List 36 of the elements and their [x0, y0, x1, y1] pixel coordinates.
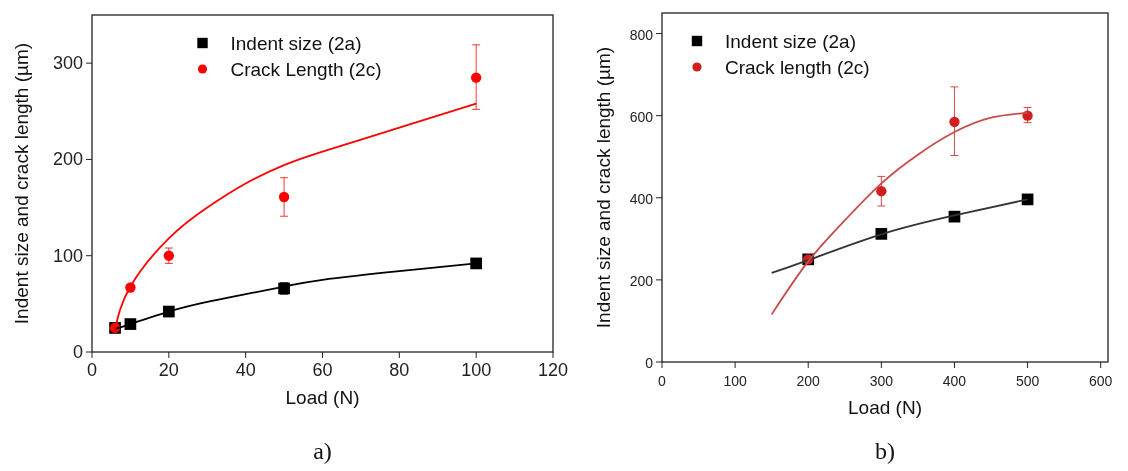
text: b): [875, 438, 895, 464]
x-tick-label: 300: [869, 373, 894, 389]
x-tick-label: 0: [86, 360, 98, 380]
x-axis-title: Load (N): [848, 397, 922, 418]
y-tick-label: 400: [629, 190, 654, 207]
x-axis-title: Load (N): [285, 387, 360, 408]
legend-label: Crack Length (2c): [230, 59, 382, 80]
x-tick-label: 60: [312, 360, 333, 380]
point: [278, 191, 290, 203]
legend-label: Crack length (2c): [725, 57, 870, 78]
x-tick-label: 20: [158, 360, 179, 380]
x-tick-label: 400: [942, 373, 967, 389]
y-tick-label: 200: [52, 149, 83, 170]
y-tick-label: 200: [629, 272, 654, 289]
y-tick-label: 300: [52, 53, 83, 74]
x-tick-label: 200: [796, 373, 821, 389]
x-tick-label: 100: [723, 373, 748, 389]
y-axis-title: Indent size and crack length (µm): [593, 46, 614, 329]
point: [876, 186, 887, 197]
point: [470, 72, 482, 83]
x-tick-label: 120: [537, 360, 569, 380]
x-tick-label: 100: [461, 360, 492, 380]
y-tick-label: 100: [52, 245, 83, 266]
legend-label: Indent size (2a): [230, 33, 362, 54]
x-tick-label: 40: [235, 360, 256, 380]
y-tick-label: 600: [629, 108, 654, 125]
y-tick-label: 800: [629, 26, 654, 43]
y-axis-title: Indent size and crack length (µm): [11, 42, 32, 325]
point: [949, 116, 960, 127]
legend-label: Indent size (2a): [725, 31, 856, 52]
x-tick-label: 80: [389, 360, 410, 380]
text: a): [313, 438, 332, 464]
x-tick-label: 0: [658, 373, 667, 389]
y-tick-label: 0: [72, 342, 83, 362]
x-tick-label: 500: [1015, 373, 1040, 389]
x-tick-label: 600: [1089, 373, 1113, 389]
